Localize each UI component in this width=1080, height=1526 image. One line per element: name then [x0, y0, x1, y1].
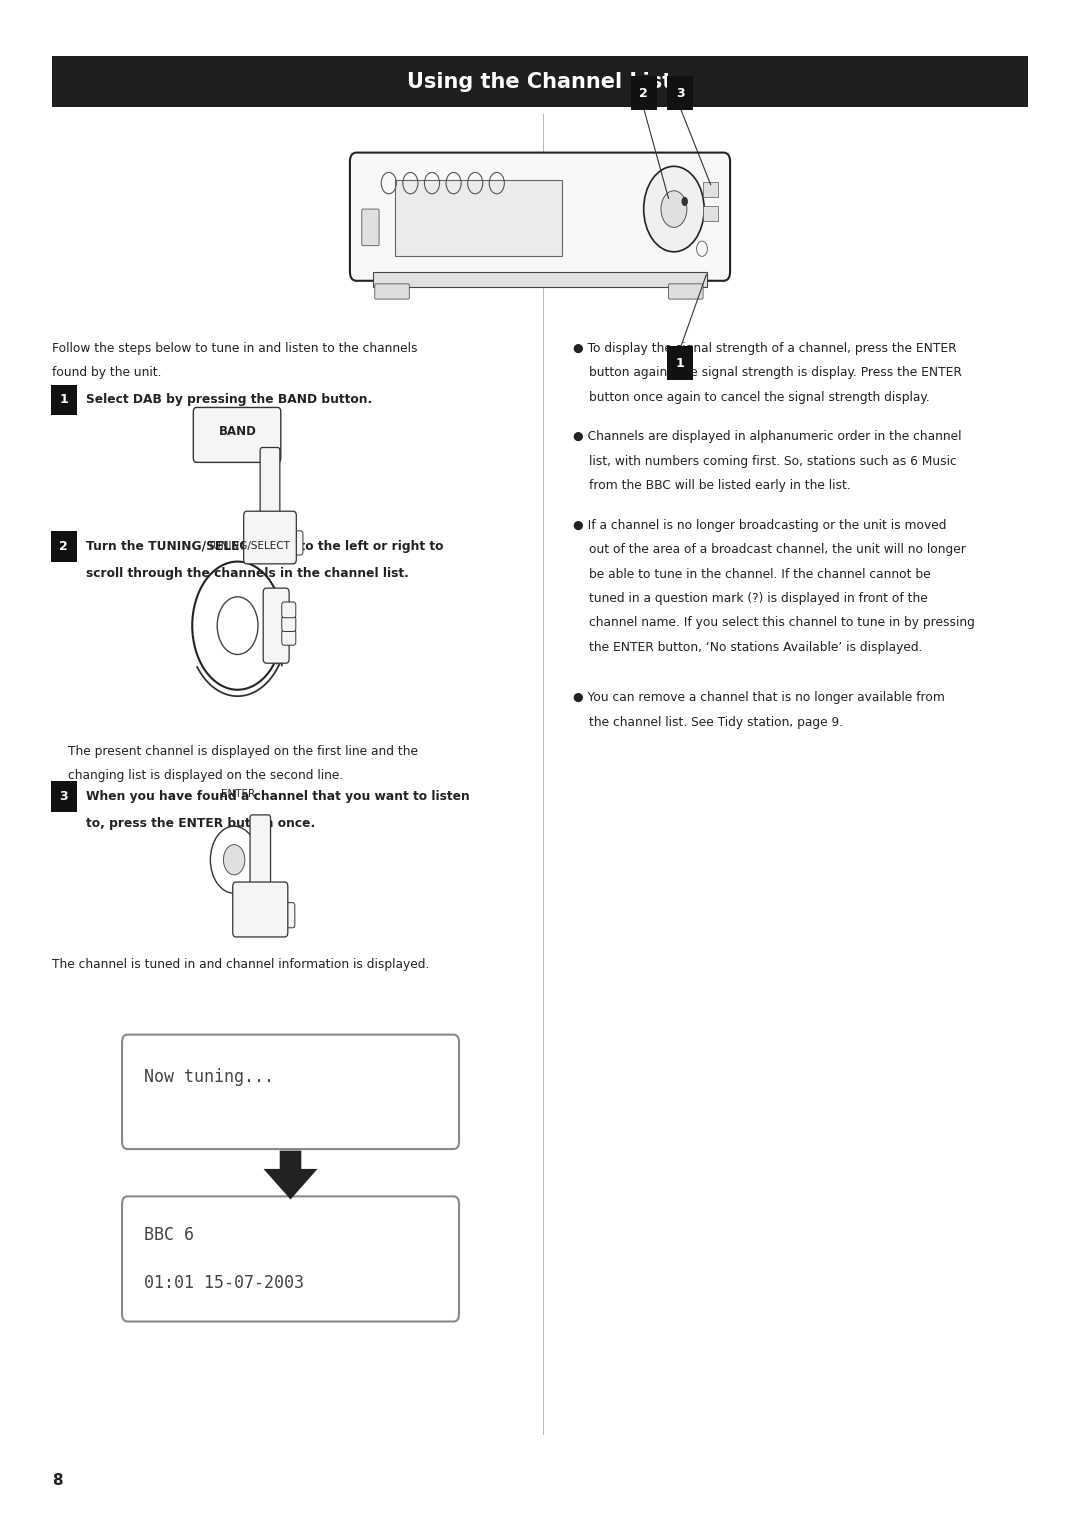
FancyBboxPatch shape [264, 588, 289, 664]
FancyBboxPatch shape [233, 882, 287, 937]
FancyBboxPatch shape [703, 182, 718, 197]
FancyBboxPatch shape [51, 781, 77, 812]
Polygon shape [264, 1151, 318, 1199]
FancyBboxPatch shape [251, 815, 271, 890]
FancyBboxPatch shape [669, 284, 703, 299]
FancyBboxPatch shape [52, 56, 1028, 107]
Text: found by the unit.: found by the unit. [52, 366, 161, 380]
Text: ● To display the signal strength of a channel, press the ENTER: ● To display the signal strength of a ch… [573, 342, 957, 356]
Text: ● If a channel is no longer broadcasting or the unit is moved: ● If a channel is no longer broadcasting… [573, 519, 947, 533]
FancyBboxPatch shape [282, 528, 295, 551]
FancyBboxPatch shape [362, 209, 379, 246]
FancyBboxPatch shape [667, 346, 693, 380]
Text: be able to tune in the channel. If the channel cannot be: be able to tune in the channel. If the c… [589, 568, 930, 580]
FancyBboxPatch shape [631, 76, 657, 110]
FancyBboxPatch shape [122, 1196, 459, 1322]
FancyBboxPatch shape [667, 76, 693, 110]
Text: 01:01 15-07-2003: 01:01 15-07-2003 [144, 1274, 303, 1293]
FancyBboxPatch shape [373, 272, 707, 287]
FancyBboxPatch shape [350, 153, 730, 281]
Circle shape [644, 166, 704, 252]
Text: from the BBC will be listed early in the list.: from the BBC will be listed early in the… [589, 479, 850, 491]
Text: Using the Channel List: Using the Channel List [407, 72, 673, 92]
Text: Now tuning...: Now tuning... [144, 1068, 273, 1087]
Text: Select DAB by pressing the BAND button.: Select DAB by pressing the BAND button. [86, 394, 373, 406]
FancyBboxPatch shape [281, 903, 295, 928]
Text: Follow the steps below to tune in and listen to the channels: Follow the steps below to tune in and li… [52, 342, 417, 356]
FancyBboxPatch shape [282, 630, 296, 645]
Text: ● Channels are displayed in alphanumeric order in the channel: ● Channels are displayed in alphanumeric… [573, 430, 962, 444]
Text: 2: 2 [639, 87, 648, 99]
Text: to, press the ENTER button once.: to, press the ENTER button once. [86, 816, 315, 830]
FancyBboxPatch shape [193, 407, 281, 462]
FancyBboxPatch shape [282, 617, 296, 632]
Text: 2: 2 [59, 540, 68, 552]
FancyBboxPatch shape [282, 603, 296, 618]
FancyBboxPatch shape [260, 447, 280, 519]
Text: The present channel is displayed on the first line and the: The present channel is displayed on the … [68, 745, 418, 758]
Circle shape [224, 845, 245, 874]
Text: channel name. If you select this channel to tune in by pressing: channel name. If you select this channel… [589, 617, 974, 629]
Text: the ENTER button, ‘No stations Available’ is displayed.: the ENTER button, ‘No stations Available… [589, 641, 922, 653]
Text: button again. The signal strength is display. Press the ENTER: button again. The signal strength is dis… [589, 366, 961, 378]
Text: 3: 3 [59, 790, 68, 803]
Text: 1: 1 [676, 357, 685, 369]
Circle shape [681, 197, 688, 206]
Text: 8: 8 [52, 1473, 63, 1488]
FancyBboxPatch shape [375, 284, 409, 299]
FancyBboxPatch shape [703, 206, 718, 221]
Text: ENTER: ENTER [220, 789, 255, 798]
FancyBboxPatch shape [122, 1035, 459, 1149]
FancyBboxPatch shape [289, 531, 303, 555]
Text: The channel is tuned in and channel information is displayed.: The channel is tuned in and channel info… [52, 958, 429, 972]
Text: ● You can remove a channel that is no longer available from: ● You can remove a channel that is no lo… [573, 691, 945, 705]
Circle shape [661, 191, 687, 227]
Text: the channel list. See Tidy station, page 9.: the channel list. See Tidy station, page… [589, 716, 842, 729]
Text: Turn the TUNING/SELECT knob to the left or right to: Turn the TUNING/SELECT knob to the left … [86, 540, 444, 552]
Text: When you have found a channel that you want to listen: When you have found a channel that you w… [86, 790, 470, 803]
Text: 3: 3 [676, 87, 685, 99]
Text: BBC 6: BBC 6 [144, 1225, 193, 1244]
FancyBboxPatch shape [273, 899, 287, 925]
Text: TUNING/SELECT: TUNING/SELECT [207, 542, 289, 551]
Text: BAND: BAND [218, 426, 257, 438]
Text: out of the area of a broadcast channel, the unit will no longer: out of the area of a broadcast channel, … [589, 543, 966, 555]
FancyBboxPatch shape [51, 531, 77, 562]
FancyBboxPatch shape [244, 511, 296, 565]
Text: tuned in a question mark (?) is displayed in front of the: tuned in a question mark (?) is displaye… [589, 592, 928, 604]
FancyBboxPatch shape [395, 180, 562, 256]
Text: 1: 1 [59, 394, 68, 406]
Text: scroll through the channels in the channel list.: scroll through the channels in the chann… [86, 566, 409, 580]
Text: button once again to cancel the signal strength display.: button once again to cancel the signal s… [589, 391, 930, 403]
Text: changing list is displayed on the second line.: changing list is displayed on the second… [68, 769, 343, 783]
FancyBboxPatch shape [51, 385, 77, 415]
Text: list, with numbers coming first. So, stations such as 6 Music: list, with numbers coming first. So, sta… [589, 455, 957, 467]
